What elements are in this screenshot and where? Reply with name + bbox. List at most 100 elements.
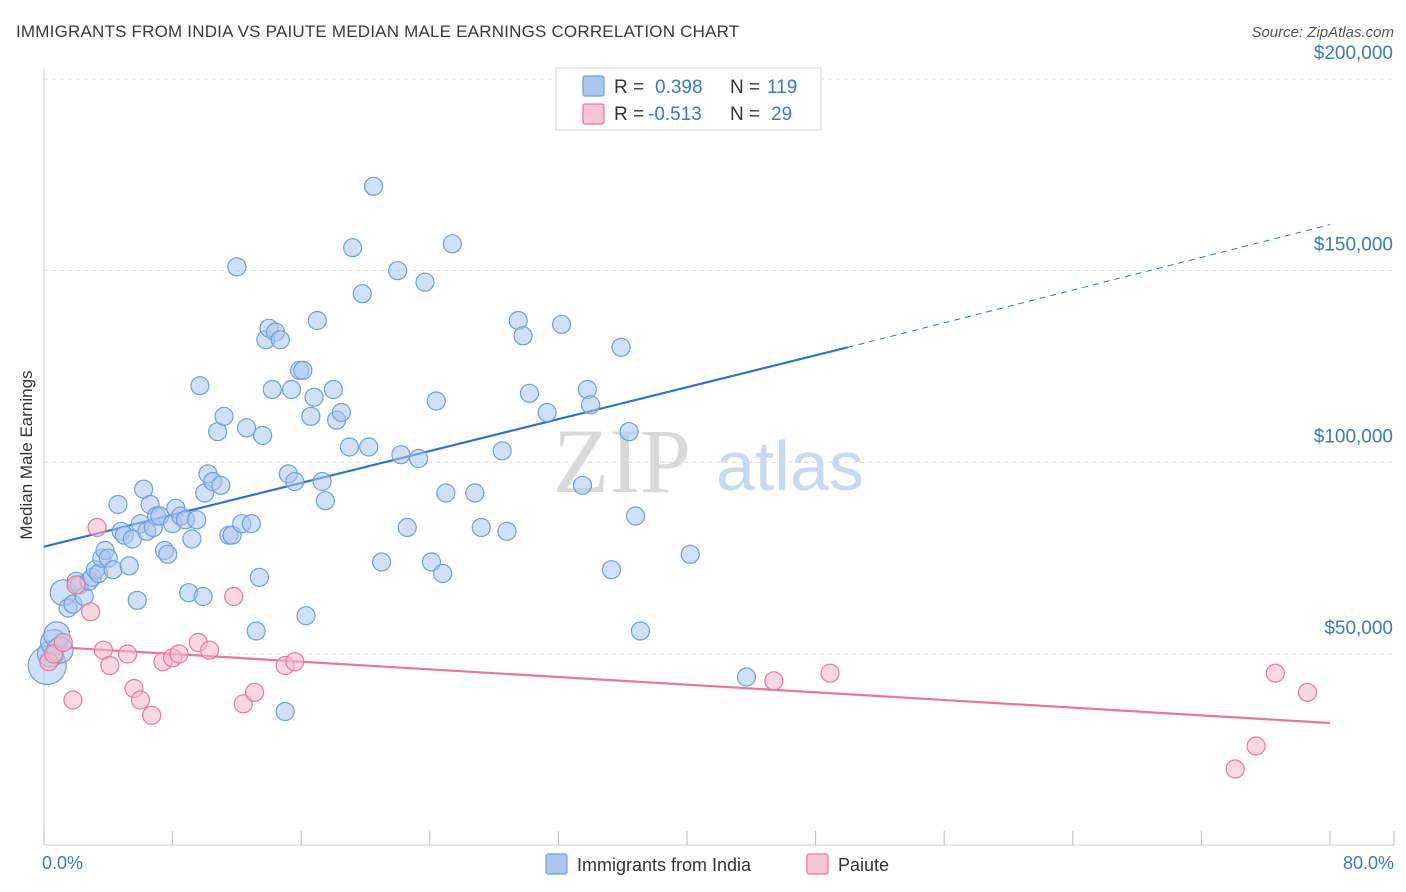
india-point — [182, 529, 202, 549]
paiute-point — [53, 632, 73, 653]
india-point — [307, 310, 327, 331]
paiute-point — [1225, 759, 1245, 779]
paiute-point — [1297, 682, 1318, 702]
india-point — [421, 552, 442, 572]
series-paiute-points — [39, 517, 1318, 779]
paiute-point — [224, 586, 244, 607]
trend-line-paiute — [43, 645, 1331, 725]
legend-r-label-pink: R = — [614, 104, 644, 125]
india-point — [293, 360, 313, 380]
india-point — [214, 406, 234, 426]
x-tick-label-max: 80.0% — [1343, 853, 1394, 873]
india-point — [281, 379, 302, 400]
legend-n-value-blue: 119 — [767, 77, 797, 98]
paiute-point — [244, 682, 265, 702]
india-point — [343, 238, 363, 258]
india-point — [304, 387, 324, 407]
india-point — [736, 667, 757, 687]
bottom-legend-swatch-blue — [545, 853, 568, 875]
india-point — [408, 448, 429, 469]
india-point — [426, 391, 446, 411]
paiute-point — [87, 517, 107, 538]
india-point — [497, 521, 517, 541]
x-axis-ticks — [43, 831, 1395, 845]
bottom-legend-label-blue: Immigrants from India — [577, 855, 752, 875]
y-tick-label: $200,000 — [1314, 43, 1393, 64]
paiute-point — [66, 575, 86, 595]
india-point — [611, 337, 631, 357]
legend: R = 0.398 N = 119 R = -0.513 N = 29 — [555, 67, 822, 131]
paiute-point — [81, 602, 101, 622]
paiute-point — [764, 671, 784, 691]
bottom-legend-swatch-pink — [806, 853, 829, 875]
paiute-point — [100, 655, 120, 676]
india-point — [103, 560, 123, 580]
india-point — [371, 552, 392, 572]
india-point — [187, 510, 207, 530]
india-point — [513, 326, 533, 346]
india-point — [442, 234, 462, 254]
watermark-atlas: atlas — [716, 427, 864, 505]
paiute-point — [285, 652, 305, 672]
india-point — [572, 475, 593, 495]
y-tick-label: $150,000 — [1314, 235, 1393, 256]
legend-r-value-pink: -0.513 — [648, 104, 702, 125]
india-point — [301, 406, 321, 426]
india-point — [397, 517, 417, 538]
paiute-point — [1265, 663, 1285, 683]
paiute-point — [1246, 736, 1266, 756]
legend-r-label-blue: R = — [614, 77, 644, 98]
india-point — [190, 376, 210, 396]
y-tick-label: $50,000 — [1324, 618, 1393, 639]
india-point — [193, 586, 213, 607]
india-point — [619, 422, 639, 442]
india-point — [296, 606, 316, 626]
india-point — [227, 257, 247, 277]
paiute-point — [820, 663, 840, 683]
bottom-legend-label-pink: Paiute — [838, 855, 889, 875]
legend-swatch-pink — [582, 103, 605, 125]
india-point — [262, 379, 282, 400]
paiute-point — [199, 640, 220, 660]
paiute-point — [169, 644, 189, 664]
india-point — [471, 517, 491, 538]
india-point — [270, 330, 290, 350]
india-point — [246, 621, 266, 641]
paiute-point — [117, 644, 138, 664]
india-point — [552, 314, 572, 334]
india-point — [436, 483, 456, 503]
india-point — [158, 544, 178, 564]
y-tick-label: $100,000 — [1314, 426, 1393, 447]
india-point — [339, 437, 360, 457]
paiute-point — [142, 705, 162, 725]
legend-swatch-blue — [582, 75, 605, 97]
india-point — [285, 471, 305, 492]
india-point — [580, 395, 601, 415]
india-point — [537, 402, 557, 423]
india-point — [465, 483, 485, 503]
legend-n-label-pink: N = — [730, 104, 760, 125]
india-point — [315, 491, 335, 511]
india-point — [331, 402, 351, 423]
india-point — [625, 506, 646, 526]
y-axis-title: Median Male Earnings — [17, 370, 36, 539]
india-point — [519, 383, 540, 403]
paiute-point — [63, 690, 83, 710]
india-point — [253, 425, 273, 446]
india-point — [119, 556, 139, 576]
india-point — [601, 560, 622, 580]
gridlines — [44, 78, 1394, 655]
chart-title: IMMIGRANTS FROM INDIA VS PAIUTE MEDIAN M… — [16, 22, 740, 41]
india-point — [359, 437, 379, 457]
india-point — [211, 475, 231, 495]
y-tick-labels: $50,000 $100,000 $150,000 $200,000 — [1314, 43, 1393, 639]
legend-r-value-blue: 0.398 — [655, 77, 703, 98]
india-point — [433, 563, 453, 584]
paiute-point — [233, 694, 253, 714]
paiute-point — [130, 690, 151, 710]
trend-line-india-extension — [847, 224, 1331, 348]
source-label: Source: ZipAtlas.com — [1251, 24, 1394, 41]
legend-n-value-pink: 29 — [771, 104, 792, 125]
india-point — [415, 272, 435, 292]
